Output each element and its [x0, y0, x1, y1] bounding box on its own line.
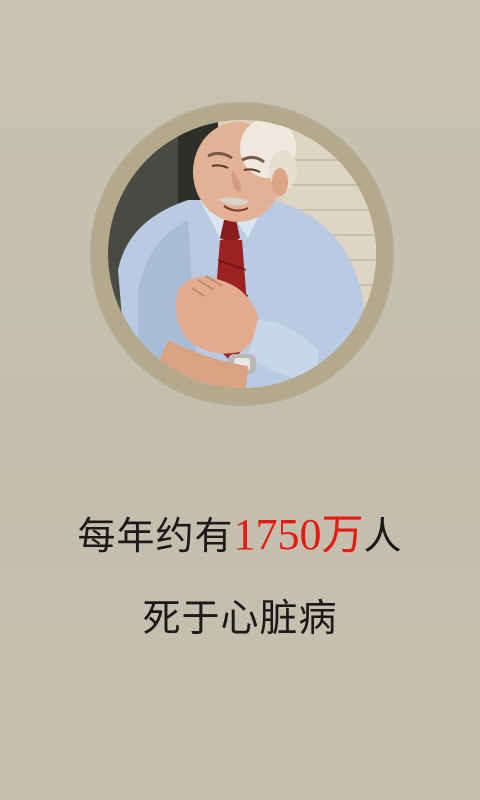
headline-unit-person: 人 — [363, 514, 403, 558]
man-clutching-chest-photo — [108, 120, 376, 388]
subline: 死于心脏病 — [142, 596, 338, 640]
photo-illustration — [108, 120, 376, 388]
headline-number: 1750 — [233, 510, 322, 559]
headline-lead: 每年约有 — [77, 514, 234, 558]
headline-unit-wan: 万 — [321, 510, 364, 559]
photo-ring — [92, 104, 392, 404]
headline: 每年约有1750万人 — [0, 505, 480, 566]
